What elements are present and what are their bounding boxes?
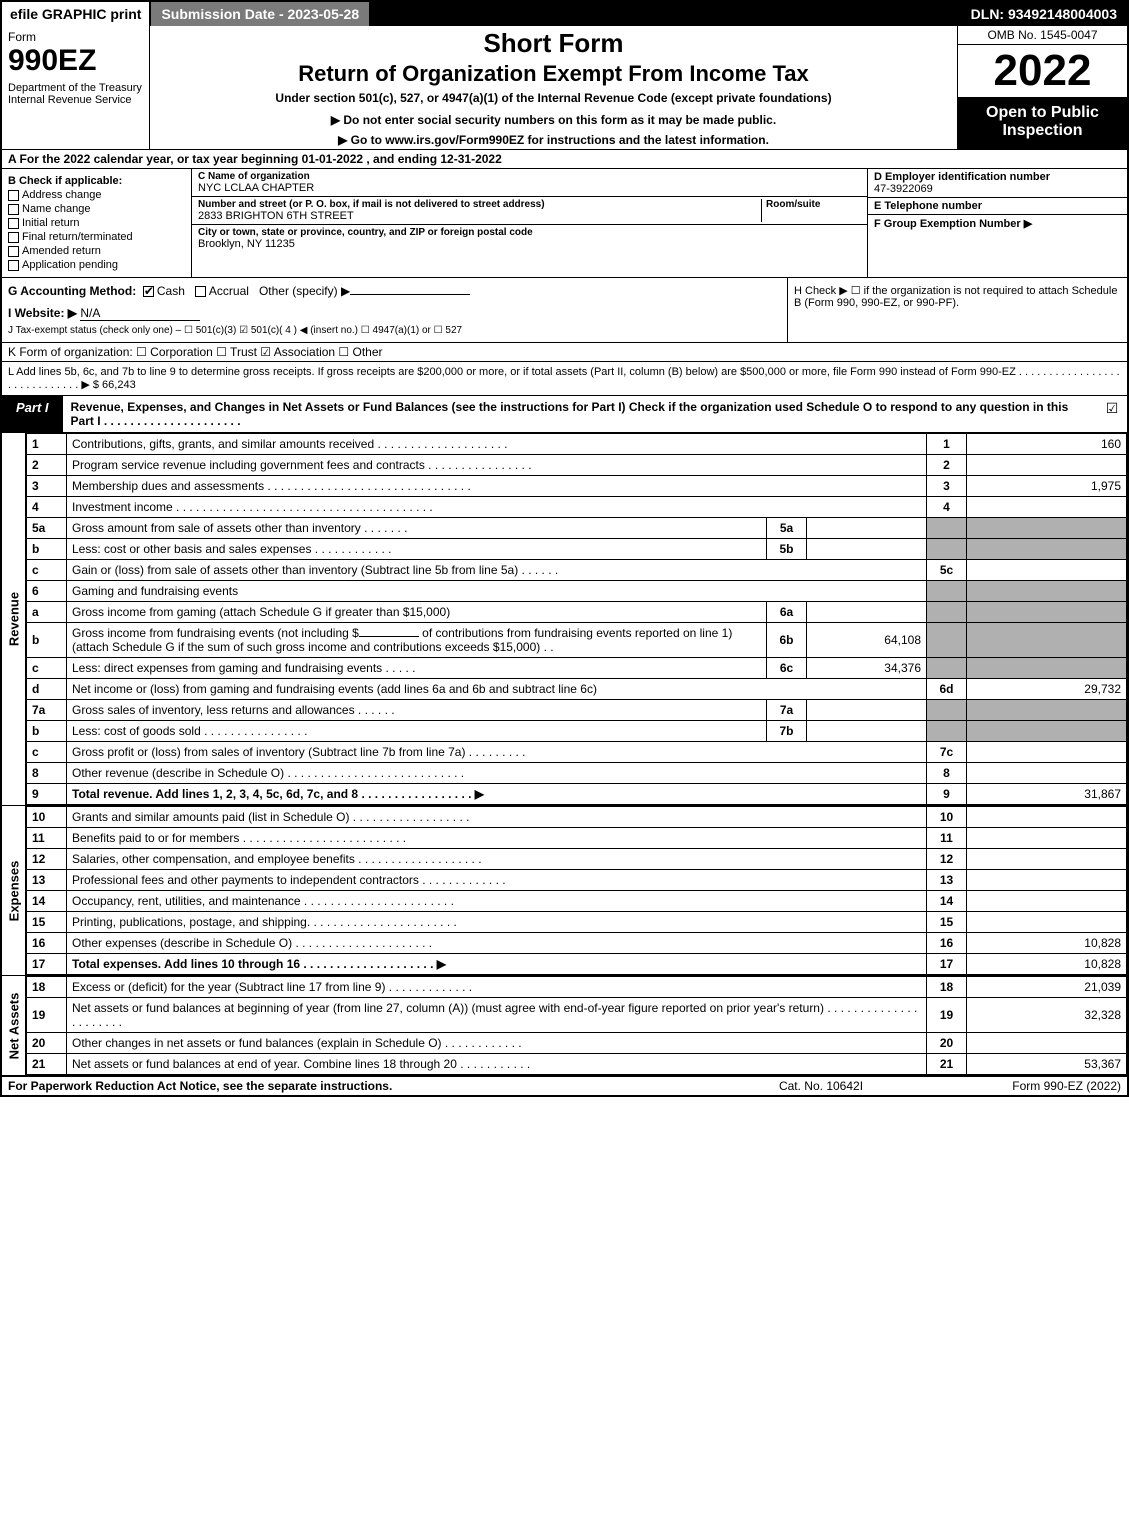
subtitle-section: Under section 501(c), 527, or 4947(a)(1)…	[156, 91, 951, 105]
c-addr-label: Number and street (or P. O. box, if mail…	[198, 199, 761, 210]
line-12: 12Salaries, other compensation, and empl…	[27, 849, 1127, 870]
line-21: 21Net assets or fund balances at end of …	[27, 1054, 1127, 1075]
efile-graphic-print: efile GRAPHIC print	[2, 2, 149, 26]
line-4: 4 Investment income . . . . . . . . . . …	[27, 497, 1127, 518]
col-def: D Employer identification number 47-3922…	[867, 169, 1127, 277]
e-label: E Telephone number	[874, 200, 1121, 212]
c-room-label: Room/suite	[766, 199, 861, 210]
c-name-label: C Name of organization	[198, 171, 861, 182]
line-17: 17Total expenses. Add lines 10 through 1…	[27, 954, 1127, 975]
line-11: 11Benefits paid to or for members . . . …	[27, 828, 1127, 849]
line-6b: b Gross income from fundraising events (…	[27, 623, 1127, 658]
part-i-header: Part I Revenue, Expenses, and Changes in…	[2, 396, 1127, 433]
omb-number: OMB No. 1545-0047	[958, 26, 1127, 45]
line-7b: b Less: cost of goods sold . . . . . . .…	[27, 721, 1127, 742]
line-10: 10Grants and similar amounts paid (list …	[27, 807, 1127, 828]
b-label: B Check if applicable:	[8, 175, 185, 187]
expenses-side-label: Expenses	[2, 806, 26, 975]
net-assets-side-label: Net Assets	[2, 976, 26, 1075]
c-addr-value: 2833 BRIGHTON 6TH STREET	[198, 210, 761, 222]
part-i-tab: Part I	[2, 396, 63, 432]
col-b-checkboxes: B Check if applicable: Address change Na…	[2, 169, 192, 277]
subtitle-goto: ▶ Go to www.irs.gov/Form990EZ for instru…	[156, 133, 951, 147]
line-3: 3 Membership dues and assessments . . . …	[27, 476, 1127, 497]
header-mid: Short Form Return of Organization Exempt…	[150, 26, 957, 149]
footer-catno: Cat. No. 10642I	[721, 1079, 921, 1093]
revenue-table: 1 Contributions, gifts, grants, and simi…	[26, 433, 1127, 805]
row-k-org-form: K Form of organization: ☐ Corporation ☐ …	[2, 343, 1127, 362]
form-word: Form	[8, 30, 143, 44]
header-left: Form 990EZ Department of the Treasury In…	[2, 26, 150, 149]
entity-block: B Check if applicable: Address change Na…	[2, 169, 1127, 278]
subtitle-ssn: ▶ Do not enter social security numbers o…	[156, 113, 951, 127]
line-15: 15Printing, publications, postage, and s…	[27, 912, 1127, 933]
chk-amended-return: Amended return	[8, 245, 185, 257]
title-return: Return of Organization Exempt From Incom…	[156, 61, 951, 87]
line-2: 2 Program service revenue including gove…	[27, 455, 1127, 476]
title-short-form: Short Form	[156, 28, 951, 59]
form-990ez-page1: efile GRAPHIC print Submission Date - 20…	[0, 0, 1129, 1097]
line-16: 16Other expenses (describe in Schedule O…	[27, 933, 1127, 954]
i-website: I Website: ▶ N/A	[8, 306, 781, 321]
line-6a: a Gross income from gaming (attach Sched…	[27, 602, 1127, 623]
form-number: 990EZ	[8, 46, 143, 76]
c-city-value: Brooklyn, NY 11235	[198, 238, 861, 250]
row-g-h: G Accounting Method: Cash Accrual Other …	[2, 278, 1127, 343]
line-9: 9 Total revenue. Add lines 1, 2, 3, 4, 5…	[27, 784, 1127, 805]
part-i-schedule-o-check: ☑	[1097, 396, 1127, 432]
form-header: Form 990EZ Department of the Treasury In…	[2, 26, 1127, 150]
h-check: H Check ▶ ☐ if the organization is not r…	[787, 278, 1127, 342]
line-5c: c Gain or (loss) from sale of assets oth…	[27, 560, 1127, 581]
footer-formref: Form 990-EZ (2022)	[921, 1079, 1121, 1093]
line-7a: 7a Gross sales of inventory, less return…	[27, 700, 1127, 721]
line-14: 14Occupancy, rent, utilities, and mainte…	[27, 891, 1127, 912]
c-name-value: NYC LCLAA CHAPTER	[198, 182, 861, 194]
chk-address-change: Address change	[8, 189, 185, 201]
line-8: 8 Other revenue (describe in Schedule O)…	[27, 763, 1127, 784]
d-value: 47-3922069	[874, 183, 1121, 195]
expenses-table: 10Grants and similar amounts paid (list …	[26, 806, 1127, 975]
line-18: 18Excess or (deficit) for the year (Subt…	[27, 977, 1127, 998]
line-1: 1 Contributions, gifts, grants, and simi…	[27, 434, 1127, 455]
chk-final-return: Final return/terminated	[8, 231, 185, 243]
open-to-public: Open to Public Inspection	[958, 98, 1127, 149]
tax-year: 2022	[958, 45, 1127, 98]
f-label: F Group Exemption Number ▶	[874, 217, 1121, 230]
footer-paperwork: For Paperwork Reduction Act Notice, see …	[8, 1079, 721, 1093]
row-a-tax-year: A For the 2022 calendar year, or tax yea…	[2, 150, 1127, 169]
col-c-name-address: C Name of organization NYC LCLAA CHAPTER…	[192, 169, 867, 277]
page-footer: For Paperwork Reduction Act Notice, see …	[2, 1077, 1127, 1095]
top-bar: efile GRAPHIC print Submission Date - 20…	[2, 2, 1127, 26]
line-5a: 5a Gross amount from sale of assets othe…	[27, 518, 1127, 539]
line-7c: c Gross profit or (loss) from sales of i…	[27, 742, 1127, 763]
chk-application-pending: Application pending	[8, 259, 185, 271]
line-6d: d Net income or (loss) from gaming and f…	[27, 679, 1127, 700]
revenue-side-label: Revenue	[2, 433, 26, 805]
department: Department of the Treasury Internal Reve…	[8, 82, 143, 106]
line-6: 6 Gaming and fundraising events	[27, 581, 1127, 602]
dln: DLN: 93492148004003	[961, 2, 1127, 26]
line-19: 19Net assets or fund balances at beginni…	[27, 998, 1127, 1033]
g-accounting: G Accounting Method: Cash Accrual Other …	[8, 284, 781, 298]
chk-name-change: Name change	[8, 203, 185, 215]
submission-date: Submission Date - 2023-05-28	[149, 2, 371, 26]
line-5b: b Less: cost or other basis and sales ex…	[27, 539, 1127, 560]
line-6c: c Less: direct expenses from gaming and …	[27, 658, 1127, 679]
c-city-label: City or town, state or province, country…	[198, 227, 861, 238]
expenses-section: Expenses 10Grants and similar amounts pa…	[2, 806, 1127, 976]
net-assets-section: Net Assets 18Excess or (deficit) for the…	[2, 976, 1127, 1077]
part-i-title: Revenue, Expenses, and Changes in Net As…	[63, 396, 1097, 432]
header-right: OMB No. 1545-0047 2022 Open to Public In…	[957, 26, 1127, 149]
row-l-gross-receipts: L Add lines 5b, 6c, and 7b to line 9 to …	[2, 362, 1127, 396]
revenue-section: Revenue 1 Contributions, gifts, grants, …	[2, 433, 1127, 806]
net-assets-table: 18Excess or (deficit) for the year (Subt…	[26, 976, 1127, 1075]
line-13: 13Professional fees and other payments t…	[27, 870, 1127, 891]
line-20: 20Other changes in net assets or fund ba…	[27, 1033, 1127, 1054]
chk-initial-return: Initial return	[8, 217, 185, 229]
j-tax-exempt: J Tax-exempt status (check only one) – ☐…	[8, 325, 781, 336]
d-label: D Employer identification number	[874, 171, 1121, 183]
